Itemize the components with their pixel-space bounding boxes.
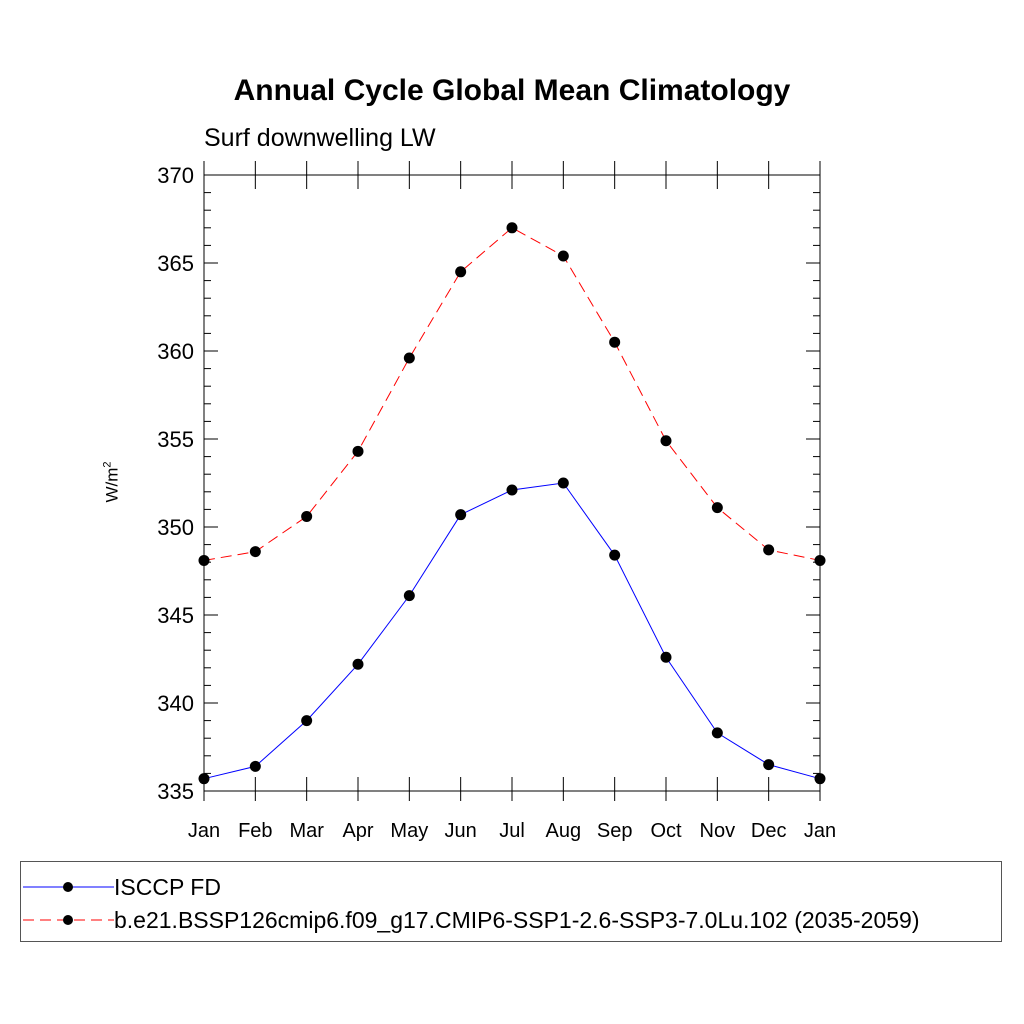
x-tick-label: Sep (597, 820, 633, 842)
legend-marker-0 (63, 882, 73, 892)
series-0-point (660, 651, 672, 663)
x-tick-label: Jan (804, 820, 836, 842)
series-1-point (506, 222, 518, 234)
series-1-point (403, 352, 415, 364)
y-tick-label: 360 (157, 339, 194, 364)
series-0-point (557, 477, 569, 489)
x-tick-label: May (390, 820, 428, 842)
chart-subtitle: Surf downwelling LW (204, 124, 436, 152)
y-tick-label: 350 (157, 515, 194, 540)
y-tick-label: 340 (157, 691, 194, 716)
series-1-point (609, 336, 621, 348)
series-line-0 (203, 482, 821, 780)
series-0-point (763, 759, 775, 771)
legend-symbol-1 (23, 915, 114, 925)
plot-area: 335 340 345 350 355 360 365 370 Jan Feb Mar Apr May J… (157, 161, 836, 842)
legend-label-1: b.e21.BSSP126cmip6.f09_g17.CMIP6-SSP1-2.… (114, 907, 920, 933)
y-tick-label: 365 (157, 251, 194, 276)
series-0-point (814, 773, 826, 785)
x-tick-label: Aug (546, 820, 582, 842)
series-0-point (711, 727, 723, 739)
y-tick-label: 335 (157, 779, 194, 804)
series-0-point (455, 509, 467, 521)
series-1-point (557, 250, 569, 262)
x-tick-label: Jun (445, 820, 477, 842)
series-0-point (506, 484, 518, 496)
series-1-point (352, 445, 364, 457)
legend-marker-1 (63, 915, 73, 925)
x-tick-label: Oct (650, 820, 682, 842)
x-tick-label: Dec (751, 820, 787, 842)
series-1-point (763, 544, 775, 556)
y-tick-label: 355 (157, 427, 194, 452)
series-1-point (455, 266, 467, 278)
series-0-point (609, 549, 621, 561)
x-tick-label: Jan (188, 820, 220, 842)
series-0-point (352, 658, 364, 670)
legend-label-0: ISCCP FD (114, 874, 221, 900)
x-tick-label: Mar (289, 820, 324, 842)
x-tick-label: Nov (700, 820, 736, 842)
x-tick-label: Jul (499, 820, 525, 842)
series-1-point (711, 502, 723, 514)
series-0-point (198, 773, 210, 785)
series-0-point (301, 715, 313, 727)
x-tick-label: Feb (238, 820, 272, 842)
series-1-point (198, 554, 210, 566)
plot-frame (203, 174, 821, 792)
series-1-point (660, 435, 672, 447)
y-tick-label: 370 (157, 163, 194, 188)
series-0-point (249, 760, 261, 772)
series-1-point (301, 510, 313, 522)
y-tick-label: 345 (157, 603, 194, 628)
legend: ISCCP FD b.e21.BSSP126cmip6.f09_g17.CMIP… (20, 861, 1002, 942)
chart-title: Annual Cycle Global Mean Climatology (233, 74, 791, 107)
series-line-1 (203, 227, 821, 561)
series-1-point (249, 546, 261, 558)
legend-symbol-0 (23, 882, 114, 892)
series-1-point (814, 554, 826, 566)
x-tick-label: Apr (342, 820, 373, 842)
series-0-point (403, 590, 415, 602)
